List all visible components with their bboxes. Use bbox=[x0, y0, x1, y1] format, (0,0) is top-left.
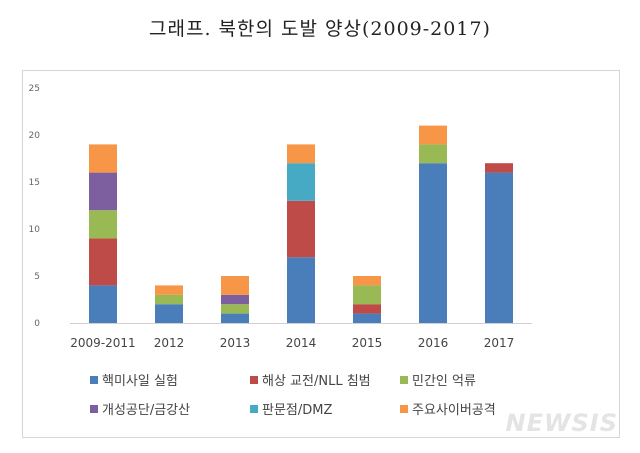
legend-swatch bbox=[400, 375, 408, 384]
bar-segment bbox=[89, 210, 117, 239]
chart-title: 그래프. 북한의 도발 양상(2009-2017) bbox=[149, 18, 491, 40]
bar-segment bbox=[419, 144, 447, 164]
legend-swatch bbox=[250, 375, 258, 384]
x-tick-label: 2012 bbox=[154, 336, 185, 350]
bar-segment bbox=[353, 276, 381, 286]
bar-segment bbox=[89, 172, 117, 211]
legend-label: 민간인 억류 bbox=[412, 374, 476, 389]
bar-segment bbox=[287, 163, 315, 201]
y-tick-label: 20 bbox=[29, 131, 41, 141]
bar-segment bbox=[419, 125, 447, 145]
legend-swatch bbox=[90, 375, 98, 384]
bar-segment bbox=[155, 294, 183, 305]
legend-swatch bbox=[400, 404, 408, 413]
legend-item: 개성공단/금강산 bbox=[90, 399, 190, 418]
legend-swatch bbox=[250, 404, 258, 413]
bar-segment bbox=[353, 304, 381, 314]
x-tick-label: 2014 bbox=[286, 336, 317, 350]
bar-segment bbox=[419, 163, 447, 323]
legend-swatch bbox=[90, 404, 98, 413]
y-tick-label: 5 bbox=[34, 272, 40, 282]
legend-item: 판문점/DMZ bbox=[250, 399, 332, 418]
bar-segment bbox=[287, 257, 315, 323]
x-tick-label: 2015 bbox=[352, 336, 383, 350]
bar-segment bbox=[89, 238, 117, 286]
bar-segment bbox=[221, 304, 249, 314]
newsis-watermark: NEWSIS bbox=[505, 409, 618, 437]
y-tick-label: 25 bbox=[29, 84, 40, 94]
bar-segment bbox=[221, 313, 249, 323]
bar-segment bbox=[155, 285, 183, 295]
bar-segment bbox=[89, 144, 117, 173]
bar-segment bbox=[221, 294, 249, 305]
legend-label: 판문점/DMZ bbox=[262, 403, 333, 418]
bar-segment bbox=[353, 313, 381, 323]
x-tick-label: 2013 bbox=[220, 336, 251, 350]
y-tick-label: 15 bbox=[29, 178, 40, 188]
legend-label: 핵미사일 실험 bbox=[102, 374, 178, 389]
bar-segment bbox=[485, 172, 513, 323]
x-tick-label: 2009-2011 bbox=[70, 336, 135, 350]
bar-segment bbox=[89, 285, 117, 323]
legend-item: 해상 교전/NLL 침범 bbox=[250, 370, 371, 389]
y-tick-label: 10 bbox=[29, 225, 41, 235]
bar-segment bbox=[485, 163, 513, 173]
x-tick-label: 2016 bbox=[418, 336, 449, 350]
chart-frame bbox=[22, 70, 620, 438]
legend-label: 해상 교전/NLL 침범 bbox=[262, 374, 371, 389]
bar-segment bbox=[221, 276, 249, 295]
bar-segment bbox=[353, 285, 381, 305]
x-tick-label: 2017 bbox=[484, 336, 515, 350]
legend-item: 핵미사일 실험 bbox=[90, 370, 178, 389]
legend-item: 민간인 억류 bbox=[400, 370, 476, 389]
bar-segment bbox=[287, 200, 315, 258]
bar-segment bbox=[287, 144, 315, 164]
legend-item: 주요사이버공격 bbox=[400, 399, 496, 418]
bar-segment bbox=[155, 304, 183, 323]
legend-label: 주요사이버공격 bbox=[412, 403, 496, 418]
y-tick-label: 0 bbox=[34, 319, 40, 329]
legend-label: 개성공단/금강산 bbox=[102, 403, 191, 418]
